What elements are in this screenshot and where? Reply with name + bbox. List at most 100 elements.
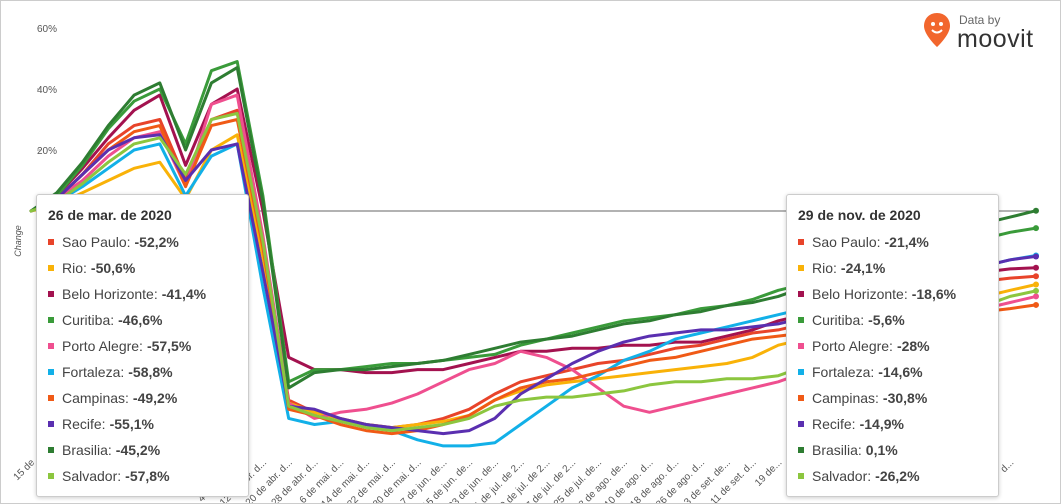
legend-swatch	[798, 395, 804, 402]
legend-swatch	[48, 239, 54, 246]
x-tick-label: 15 de	[12, 457, 38, 483]
end-point	[1033, 225, 1039, 232]
legend-swatch	[798, 239, 804, 246]
tooltip-value: -5,6%	[868, 312, 905, 328]
tooltip-label: Campinas:	[62, 390, 129, 406]
end-point	[1033, 287, 1039, 294]
legend-swatch	[48, 447, 54, 454]
tooltip-value: -18,6%	[911, 286, 957, 302]
tooltip-value: -50,6%	[90, 260, 136, 276]
tooltip-title: 29 de nov. de 2020	[798, 207, 921, 223]
tooltip-label: Brasilia:	[62, 442, 112, 458]
tooltip-label: Porto Alegre:	[62, 338, 143, 354]
tooltip-value: -24,1%	[840, 260, 886, 276]
tooltip-value: -21,4%	[884, 234, 929, 250]
tooltip-value: -41,4%	[161, 286, 207, 302]
tooltip-value: -58,8%	[128, 364, 173, 380]
tooltip-label: Recife:	[62, 416, 106, 432]
legend-swatch	[48, 369, 54, 376]
tooltip-label: Salvador:	[812, 468, 872, 484]
tooltip-value: -57,5%	[146, 338, 192, 354]
tooltip-value: -45,2%	[115, 442, 161, 458]
tooltip-row: Belo Horizonte: -18,6%	[798, 285, 998, 311]
tooltip-value: -30,8%	[882, 390, 928, 406]
tooltip-label: Fortaleza:	[62, 364, 125, 380]
tooltip-row: Porto Alegre: -57,5%	[48, 337, 248, 363]
x-tick-label: d...	[999, 457, 1017, 475]
end-point	[1033, 273, 1039, 280]
tooltip-value: -46,6%	[118, 312, 163, 328]
tooltip-row: Fortaleza: -58,8%	[48, 363, 248, 389]
end-point	[1033, 281, 1039, 288]
tooltip-label: Belo Horizonte:	[812, 286, 908, 302]
tooltip-row: Recife: -14,9%	[798, 415, 998, 441]
legend-swatch	[48, 343, 54, 350]
tooltip-value: -28%	[896, 338, 930, 354]
tooltip-label: Salvador:	[62, 468, 122, 484]
y-tick-label: 20%	[37, 146, 57, 157]
tooltip-row: Brasilia: -45,2%	[48, 441, 248, 467]
tooltip-value: -14,6%	[878, 364, 923, 380]
tooltip-label: Curitiba:	[812, 312, 865, 328]
tooltip-row: Curitiba: -46,6%	[48, 311, 248, 337]
legend-swatch	[48, 473, 54, 480]
legend-swatch	[798, 317, 804, 324]
tooltip-title: 26 de mar. de 2020	[48, 207, 172, 223]
legend-swatch	[48, 291, 54, 298]
legend-swatch	[48, 317, 54, 324]
logo-caption: Data by	[959, 13, 1001, 27]
y-tick-label: 60%	[37, 24, 57, 35]
tooltip-label: Belo Horizonte:	[62, 286, 158, 302]
tooltip-value: -26,2%	[875, 468, 920, 484]
tooltip-row: Belo Horizonte: -41,4%	[48, 285, 248, 311]
tooltip-row: Porto Alegre: -28%	[798, 337, 998, 363]
logo-icon	[924, 13, 950, 47]
tooltip-row: Rio: -50,6%	[48, 259, 248, 285]
tooltip-label: Rio:	[812, 260, 837, 276]
tooltip-value: -57,8%	[125, 468, 170, 484]
tooltip: 29 de nov. de 2020 Sao Paulo: -21,4% Rio: -2…	[786, 194, 999, 497]
legend-swatch	[798, 265, 804, 272]
tooltip-label: Curitiba:	[62, 312, 115, 328]
logo-name: moovit	[957, 25, 1034, 53]
tooltip: 26 de mar. de 2020 Sao Paulo: -52,2% Rio: -5…	[36, 194, 249, 497]
tooltip-label: Sao Paulo:	[812, 234, 881, 250]
tooltip-value: -55,1%	[109, 416, 154, 432]
legend-swatch	[798, 473, 804, 480]
legend-swatch	[48, 265, 54, 272]
tooltip-row: Rio: -24,1%	[798, 259, 998, 285]
end-point	[1033, 253, 1039, 260]
tooltip-label: Sao Paulo:	[62, 234, 131, 250]
tooltip-value: -49,2%	[132, 390, 178, 406]
y-tick-label: 40%	[37, 85, 57, 96]
tooltip-row: Campinas: -30,8%	[798, 389, 998, 415]
legend-swatch	[798, 369, 804, 376]
legend-swatch	[48, 421, 54, 428]
tooltip-row: Sao Paulo: -52,2%	[48, 233, 248, 259]
logo: Data by moovit	[923, 11, 1043, 53]
tooltip-label: Rio:	[62, 260, 87, 276]
tooltip-row: Salvador: -26,2%	[798, 467, 998, 493]
tooltip-row: Salvador: -57,8%	[48, 467, 248, 493]
tooltip-value: 0,1%	[865, 442, 898, 458]
tooltip-label: Recife:	[812, 416, 856, 432]
tooltip-label: Porto Alegre:	[812, 338, 893, 354]
tooltip-row: Sao Paulo: -21,4%	[798, 233, 998, 259]
legend-swatch	[798, 421, 804, 428]
tooltip-label: Fortaleza:	[812, 364, 875, 380]
tooltip-label: Campinas:	[812, 390, 879, 406]
tooltip-row: Fortaleza: -14,6%	[798, 363, 998, 389]
end-point	[1033, 293, 1039, 300]
legend-swatch	[798, 343, 804, 350]
x-tick-label: 19 de...	[753, 457, 784, 488]
end-point	[1033, 264, 1039, 271]
tooltip-label: Brasilia:	[812, 442, 862, 458]
end-point	[1033, 207, 1039, 214]
tooltip-value: -14,9%	[859, 416, 904, 432]
legend-swatch	[798, 447, 804, 454]
tooltip-row: Campinas: -49,2%	[48, 389, 248, 415]
tooltip-row: Recife: -55,1%	[48, 415, 248, 441]
legend-swatch	[798, 291, 804, 298]
